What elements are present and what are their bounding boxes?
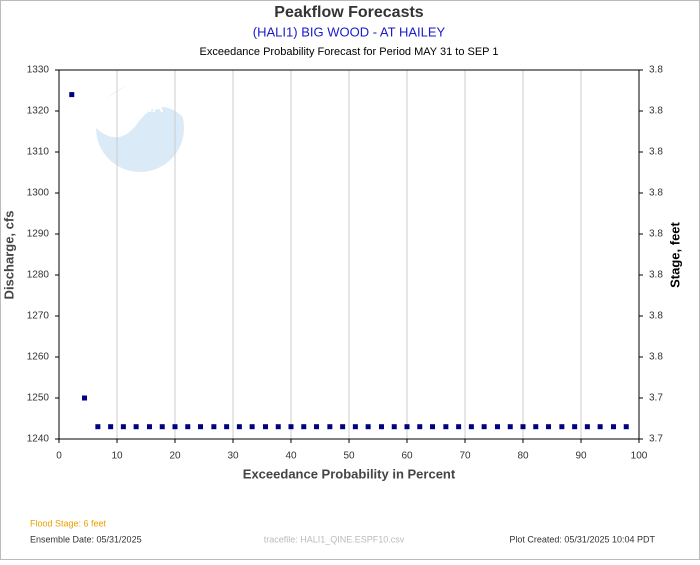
data-point [468, 424, 474, 430]
x-tick-label: 0 [56, 451, 62, 462]
y-tick-label: 1280 [27, 270, 50, 281]
data-point [546, 424, 552, 430]
x-tick-label: 40 [285, 451, 297, 462]
tracefile: tracefile: HALI1_QINE.ESPF10.csv [264, 534, 405, 544]
x-tick-label: 80 [517, 451, 529, 462]
data-point [340, 424, 346, 430]
data-point [327, 424, 333, 430]
y-tick-label: 1300 [27, 188, 50, 199]
logo-text: NOAA [116, 99, 164, 116]
y2-tick-label: 3.8 [649, 352, 663, 363]
data-point [82, 395, 88, 401]
y-tick-label: 1330 [27, 65, 50, 76]
data-point [108, 424, 114, 430]
data-point [559, 424, 565, 430]
plot-created: Plot Created: 05/31/2025 10:04 PDT [509, 534, 655, 544]
y2-tick-label: 3.7 [649, 434, 663, 445]
data-point [443, 424, 449, 430]
data-point [224, 424, 230, 430]
period-text: Exceedance Probability Forecast for Peri… [200, 46, 499, 58]
data-point [456, 424, 462, 430]
ensemble-date: Ensemble Date: 05/31/2025 [30, 534, 142, 544]
plot-area [58, 69, 640, 440]
data-point [417, 424, 423, 430]
data-point [185, 424, 191, 430]
y2-tick-label: 3.8 [649, 65, 663, 76]
y2-tick-label: 3.8 [649, 311, 663, 322]
y2-tick-label: 3.7 [649, 393, 663, 404]
x-tick-label: 50 [343, 451, 355, 462]
x-tick-label: 100 [631, 451, 648, 462]
y-tick-label: 1250 [27, 393, 50, 404]
data-point [249, 424, 255, 430]
data-point [262, 424, 268, 430]
data-point [211, 424, 217, 430]
data-point [146, 424, 152, 430]
data-point [507, 424, 513, 430]
chart-title: Peakflow Forecasts [274, 4, 424, 21]
y-tick-label: 1270 [27, 311, 50, 322]
data-point [391, 424, 397, 430]
x-tick-label: 20 [169, 451, 181, 462]
x-axis-label: Exceedance Probability in Percent [243, 466, 456, 481]
data-point [236, 424, 242, 430]
x-tick-label: 60 [401, 451, 413, 462]
x-tick-label: 10 [111, 451, 123, 462]
y-tick-label: 1290 [27, 229, 50, 240]
y-tick-label: 1240 [27, 434, 50, 445]
chart-subtitle: (HALI1) BIG WOOD - AT HAILEY [253, 24, 446, 39]
data-point [288, 424, 294, 430]
data-point [597, 424, 603, 430]
data-point [584, 424, 590, 430]
data-point [133, 424, 139, 430]
data-point [533, 424, 539, 430]
data-point [378, 424, 384, 430]
y2-tick-label: 3.8 [649, 229, 663, 240]
data-point [610, 424, 616, 430]
data-point [159, 424, 165, 430]
x-tick-label: 70 [459, 451, 471, 462]
data-point [623, 424, 629, 430]
y2-tick-label: 3.8 [649, 147, 663, 158]
x-tick-label: 30 [227, 451, 239, 462]
data-point [172, 424, 178, 430]
data-point [430, 424, 436, 430]
y-tick-label: 1260 [27, 352, 50, 363]
data-point [481, 424, 487, 430]
data-point [198, 424, 204, 430]
data-point [301, 424, 307, 430]
data-point [120, 424, 126, 430]
y-tick-label: 1310 [27, 147, 50, 158]
x-tick-label: 90 [575, 451, 587, 462]
noaa-logo: NOAA [96, 82, 184, 172]
y2-tick-label: 3.8 [649, 188, 663, 199]
data-point [352, 424, 358, 430]
data-point [95, 424, 101, 430]
data-point [314, 424, 320, 430]
data-point [69, 92, 75, 98]
data-point [275, 424, 281, 430]
data-point [365, 424, 371, 430]
data-point [572, 424, 578, 430]
y-axis-label: Discharge, cfs [1, 211, 16, 300]
flood-stage: Flood Stage: 6 feet [30, 518, 107, 528]
y2-tick-label: 3.8 [649, 106, 663, 117]
data-point [494, 424, 500, 430]
y-tick-label: 1320 [27, 106, 50, 117]
data-point [404, 424, 410, 430]
y2-tick-label: 3.8 [649, 270, 663, 281]
data-point [520, 424, 526, 430]
y2-axis-label: Stage, feet [667, 221, 682, 287]
